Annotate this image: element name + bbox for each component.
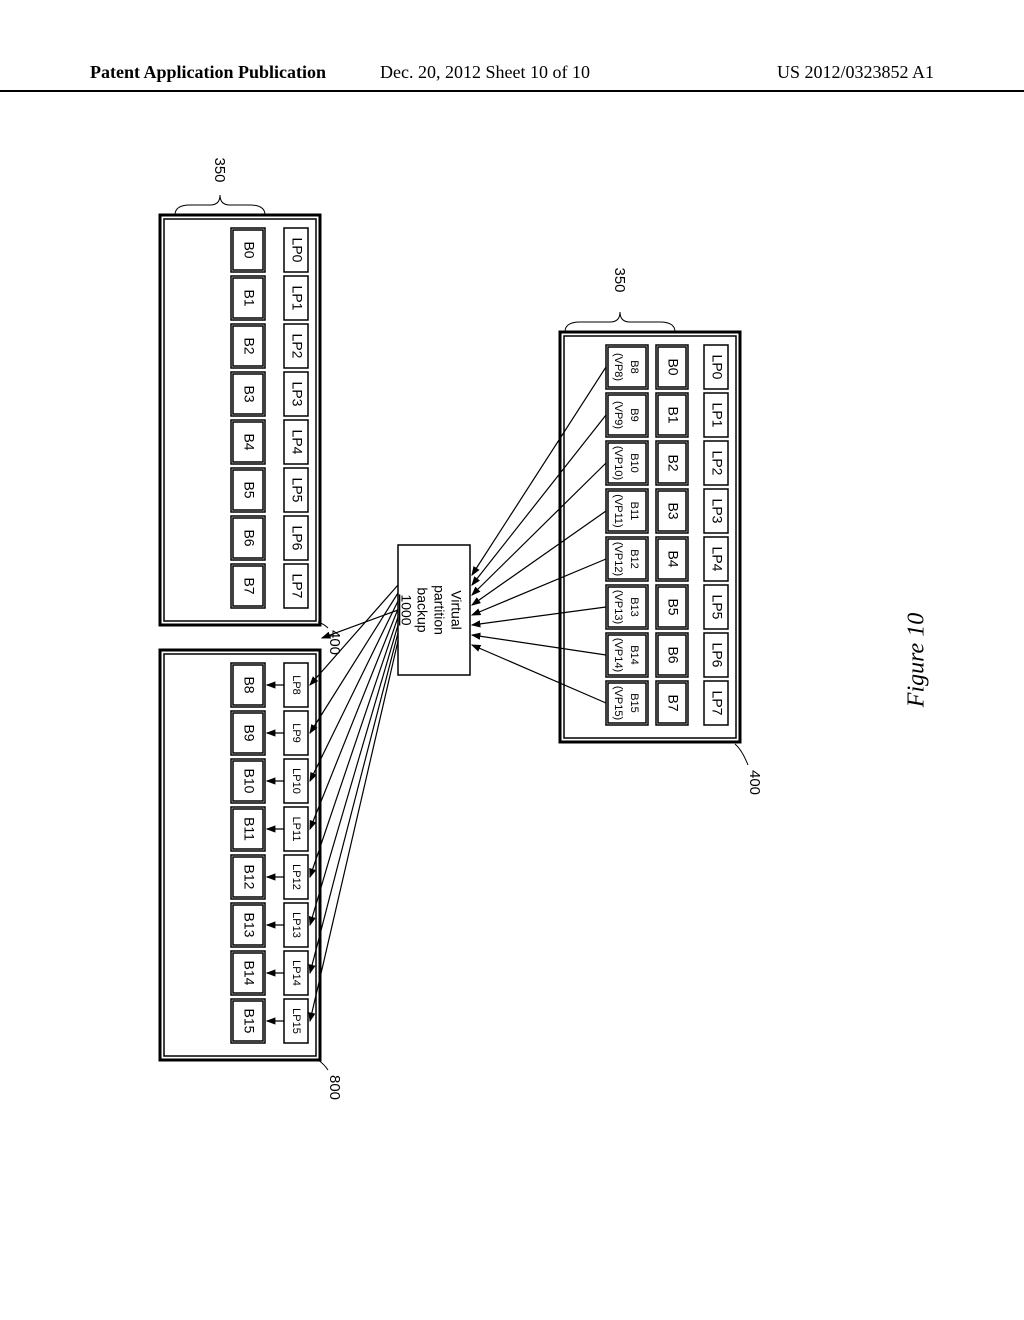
- svg-text:LP6: LP6: [709, 643, 725, 668]
- svg-text:B0: B0: [665, 358, 681, 375]
- svg-text:LP13: LP13: [290, 912, 302, 938]
- svg-text:LP2: LP2: [709, 451, 725, 476]
- svg-text:B2: B2: [241, 337, 257, 354]
- store-400-bottom: LP0 LP1 LP2 LP3 LP4 LP5 LP6 LP7 B0 B1 B2 B3 B4 B5 B6 B…: [160, 215, 320, 625]
- svg-text:Virtual: Virtual: [448, 590, 464, 629]
- svg-text:1000: 1000: [398, 594, 414, 625]
- svg-text:B8: B8: [628, 360, 640, 373]
- svg-text:LP3: LP3: [289, 382, 305, 407]
- svg-text:LP7: LP7: [289, 574, 305, 599]
- svg-text:LP2: LP2: [289, 334, 305, 359]
- svg-text:LP9: LP9: [290, 723, 302, 743]
- svg-text:B12: B12: [628, 549, 640, 569]
- svg-text:B7: B7: [241, 577, 257, 594]
- svg-text:LP7: LP7: [709, 691, 725, 716]
- svg-text:LP12: LP12: [290, 864, 302, 890]
- svg-text:B7: B7: [665, 694, 681, 711]
- svg-text:LP6: LP6: [289, 526, 305, 551]
- svg-text:(VP15): (VP15): [612, 686, 624, 720]
- svg-text:B1: B1: [665, 406, 681, 423]
- svg-text:800: 800: [326, 1075, 343, 1100]
- brace-350-top: 350: [565, 267, 675, 332]
- store-400-top: LP0 LP1 LP2 LP3 LP4 LP5 LP6 LP7 B0 B1 B2 B3 B4 B5 B6 B…: [560, 332, 740, 742]
- svg-text:B4: B4: [665, 550, 681, 567]
- svg-text:B14: B14: [241, 961, 257, 986]
- svg-text:LP11: LP11: [290, 817, 302, 842]
- svg-text:B15: B15: [241, 1009, 257, 1034]
- svg-text:B2: B2: [665, 454, 681, 471]
- svg-text:(VP13): (VP13): [612, 590, 624, 624]
- svg-text:LP0: LP0: [289, 238, 305, 263]
- svg-text:LP5: LP5: [289, 478, 305, 503]
- svg-text:B10: B10: [628, 453, 640, 473]
- svg-text:B6: B6: [665, 646, 681, 663]
- svg-text:LP5: LP5: [709, 595, 725, 620]
- svg-text:LP1: LP1: [709, 403, 725, 428]
- svg-text:(VP12): (VP12): [612, 542, 624, 576]
- svg-text:B3: B3: [665, 502, 681, 519]
- svg-text:400: 400: [746, 770, 763, 795]
- ref-800: 800: [318, 1060, 343, 1100]
- svg-text:LP4: LP4: [289, 430, 305, 455]
- svg-text:LP1: LP1: [289, 286, 305, 311]
- svg-text:B15: B15: [628, 693, 640, 713]
- svg-text:B6: B6: [241, 529, 257, 546]
- svg-text:(VP9): (VP9): [612, 401, 624, 429]
- svg-text:(VP14): (VP14): [612, 638, 624, 672]
- svg-text:LP14: LP14: [290, 960, 302, 986]
- header-left: Patent Application Publication: [90, 62, 326, 83]
- svg-text:B5: B5: [665, 598, 681, 615]
- svg-text:B9: B9: [241, 724, 257, 741]
- svg-text:LP15: LP15: [290, 1008, 302, 1034]
- svg-text:350: 350: [211, 157, 228, 182]
- svg-text:(VP8): (VP8): [612, 353, 624, 381]
- svg-text:LP3: LP3: [709, 499, 725, 524]
- svg-text:B10: B10: [241, 769, 257, 794]
- svg-text:B4: B4: [241, 433, 257, 450]
- page-header: Patent Application Publication Dec. 20, …: [0, 60, 1024, 92]
- svg-text:B11: B11: [628, 502, 640, 521]
- svg-text:B13: B13: [241, 913, 257, 938]
- svg-text:350: 350: [611, 267, 628, 292]
- diagram-svg: LP0 LP1 LP2 LP3 LP4 LP5 LP6 LP7 B0 B1 B2 B3 B4 B5 B6 B…: [60, 150, 810, 1150]
- ref-400-top: 400: [735, 744, 763, 795]
- arrows-virtual-to-br: [310, 585, 398, 1021]
- brace-350-bottom: 350: [175, 157, 265, 215]
- header-right: US 2012/0323852 A1: [777, 62, 934, 83]
- svg-text:B5: B5: [241, 481, 257, 498]
- svg-text:LP8: LP8: [290, 675, 302, 695]
- store-800: LP8 LP9 LP10 LP11 LP12 LP13 LP14 LP15 B8 B9 B10 B1…: [160, 650, 320, 1060]
- svg-text:(VP10): (VP10): [612, 446, 624, 480]
- diagram-container: LP0 LP1 LP2 LP3 LP4 LP5 LP6 LP7 B0 B1 B2 B3 B4 B5 B6 B…: [60, 150, 810, 1150]
- svg-text:backup: backup: [414, 587, 430, 632]
- svg-text:LP0: LP0: [709, 355, 725, 380]
- svg-text:B11: B11: [241, 817, 257, 841]
- svg-text:B8: B8: [241, 676, 257, 693]
- svg-text:B13: B13: [628, 597, 640, 617]
- svg-text:B9: B9: [628, 408, 640, 421]
- figure-caption: Figure 10: [903, 613, 930, 707]
- svg-text:B3: B3: [241, 385, 257, 402]
- svg-text:partition: partition: [431, 585, 447, 635]
- svg-text:B0: B0: [241, 241, 257, 258]
- svg-text:(VP11): (VP11): [612, 494, 624, 527]
- svg-text:LP10: LP10: [290, 768, 302, 794]
- svg-text:B14: B14: [628, 645, 640, 665]
- svg-text:LP4: LP4: [709, 547, 725, 572]
- header-mid: Dec. 20, 2012 Sheet 10 of 10: [380, 62, 590, 83]
- virtual-partition-box: Virtual partition backup 1000: [398, 545, 470, 675]
- ref-400-bottom: 400: [318, 622, 343, 655]
- svg-text:B12: B12: [241, 865, 257, 890]
- svg-text:B1: B1: [241, 289, 257, 306]
